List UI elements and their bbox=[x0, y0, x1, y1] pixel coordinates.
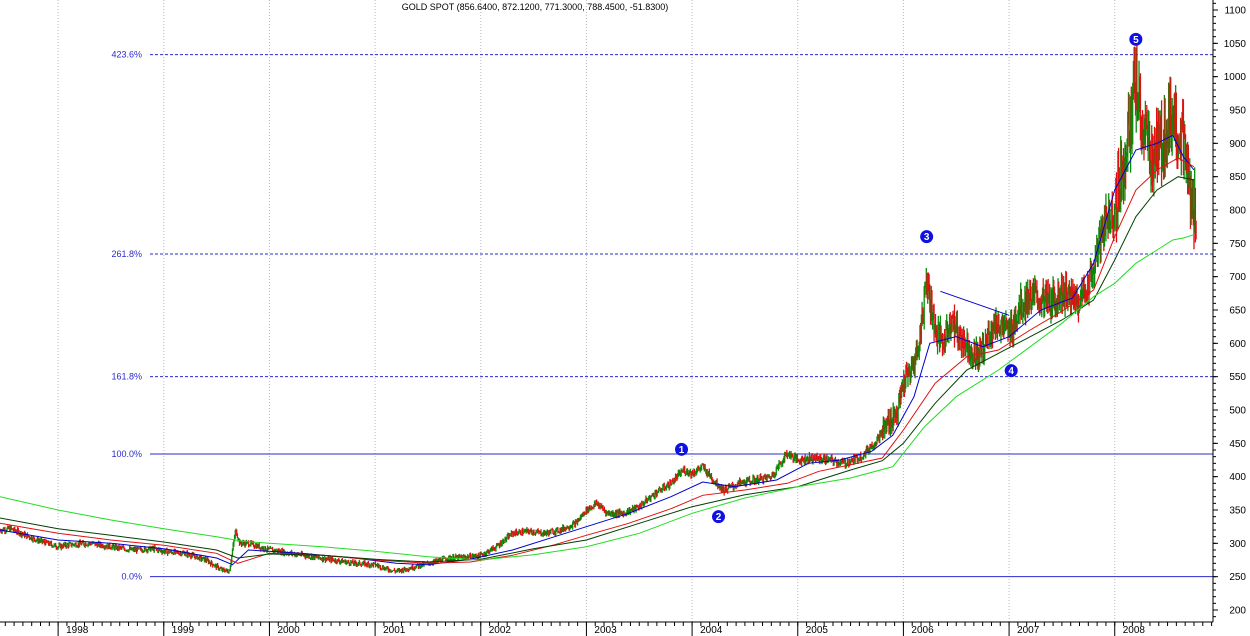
x-tick-label: 2003 bbox=[594, 625, 617, 636]
chart-title: GOLD SPOT (856.6400, 872.1200, 771.3000,… bbox=[402, 2, 669, 12]
wave-marker bbox=[920, 230, 934, 244]
wave-marker bbox=[712, 510, 726, 524]
y-tick-label: 500 bbox=[1229, 406, 1246, 417]
fib-level-label: 423.6% bbox=[111, 50, 142, 60]
y-tick-label: 1000 bbox=[1224, 72, 1247, 83]
x-tick-label: 2004 bbox=[700, 625, 723, 636]
y-tick-label: 250 bbox=[1229, 572, 1246, 583]
y-tick-label: 1050 bbox=[1224, 39, 1247, 50]
wave-label: 5 bbox=[1133, 35, 1139, 46]
wave-label: 1 bbox=[679, 445, 685, 456]
y-tick-label: 350 bbox=[1229, 506, 1246, 517]
y-tick-label: 550 bbox=[1229, 372, 1246, 383]
moving-average-line bbox=[0, 157, 1195, 564]
y-tick-label: 600 bbox=[1229, 339, 1246, 350]
x-tick-label: 2001 bbox=[383, 625, 406, 636]
y-tick-label: 800 bbox=[1229, 206, 1246, 217]
x-tick-label: 2006 bbox=[911, 625, 934, 636]
fib-level-label: 100.0% bbox=[111, 449, 142, 459]
x-tick-label: 1999 bbox=[172, 625, 195, 636]
wave-layer: 1 2 3 4 5 bbox=[675, 32, 1143, 524]
x-tick-label: 2005 bbox=[806, 625, 829, 636]
x-tick-label: 2008 bbox=[1123, 625, 1146, 636]
y-tick-label: 700 bbox=[1229, 272, 1246, 283]
x-tick-label: 1998 bbox=[66, 625, 89, 636]
y-tick-label: 950 bbox=[1229, 106, 1246, 117]
moving-average-line bbox=[0, 176, 1195, 563]
fib-level-label: 161.8% bbox=[111, 372, 142, 382]
y-tick-label: 900 bbox=[1229, 139, 1246, 150]
y-tick-label: 300 bbox=[1229, 539, 1246, 550]
x-tick-label: 2002 bbox=[489, 625, 512, 636]
y-tick-label: 750 bbox=[1229, 239, 1246, 250]
x-tick-label: 2007 bbox=[1017, 625, 1040, 636]
ma-layer bbox=[0, 134, 1195, 566]
y-tick-label: 450 bbox=[1229, 439, 1246, 450]
y-tick-label: 400 bbox=[1229, 472, 1246, 483]
y-tick-label: 1100 bbox=[1224, 6, 1246, 17]
wave-marker bbox=[675, 442, 689, 456]
moving-average-line bbox=[0, 134, 1195, 566]
wave-label: 2 bbox=[716, 512, 722, 523]
grid-layer bbox=[57, 0, 1116, 622]
y-tick-label: 850 bbox=[1229, 172, 1246, 183]
fib-level-label: 261.8% bbox=[111, 249, 142, 259]
triangle-trendline bbox=[940, 290, 1010, 316]
wave-label: 3 bbox=[924, 232, 930, 243]
wave-marker bbox=[1129, 32, 1143, 46]
fib-layer: 0.0% 100.0% 161.8% 261.8% 423.6% bbox=[111, 50, 1213, 582]
y-tick-label: 650 bbox=[1229, 306, 1246, 317]
wave-marker bbox=[1004, 364, 1018, 378]
fib-level-label: 0.0% bbox=[121, 572, 142, 582]
moving-average-line bbox=[0, 234, 1195, 561]
wave-label: 4 bbox=[1008, 366, 1014, 377]
y-tick-label: 200 bbox=[1229, 606, 1246, 617]
price-layer bbox=[0, 34, 1197, 574]
x-tick-label: 2000 bbox=[277, 625, 300, 636]
